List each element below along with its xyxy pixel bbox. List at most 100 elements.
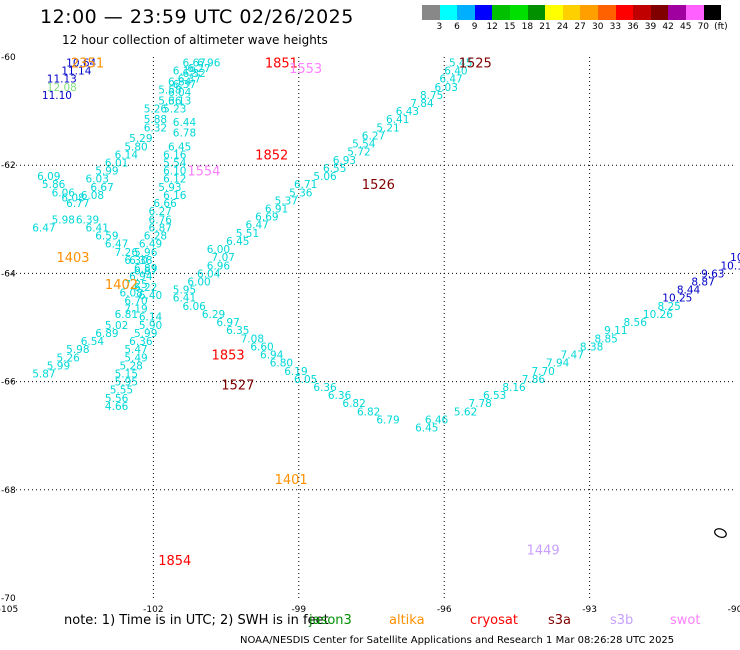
wave-height-value: 7.47: [561, 350, 584, 362]
wave-height-value: 6.27: [149, 206, 172, 218]
wave-height-value: 6.82: [342, 398, 365, 410]
color-scale-label: 12: [486, 22, 498, 32]
wave-height-value: 10.96: [730, 252, 740, 264]
color-swatch: [457, 5, 475, 20]
color-scale-label: 39: [644, 22, 657, 32]
satellite-legend-item: s3b: [610, 613, 634, 628]
wave-height-value: 6.47: [32, 222, 55, 234]
wave-height-value: 6.60: [250, 341, 273, 353]
wave-height-value: 6.19: [284, 366, 307, 378]
wave-height-value: 6.13: [168, 95, 191, 107]
color-swatch: [668, 5, 686, 20]
wave-height-value: 5.95: [173, 285, 196, 297]
color-swatch: [545, 5, 563, 20]
lat-tick-label: -62: [1, 161, 16, 171]
pass-time-label: 1527: [221, 378, 254, 393]
wave-height-value: 6.91: [265, 203, 288, 215]
wave-height-value: 5.86: [42, 179, 66, 191]
pass-time-label: 1554: [187, 165, 220, 180]
wave-height-value: 6.47: [439, 74, 462, 86]
wave-height-value: 8.87: [691, 277, 714, 289]
pass-time-label: 1449: [527, 543, 560, 558]
wave-height-value: 6.40: [139, 290, 162, 302]
color-scale-label: 30: [592, 22, 604, 32]
wave-height-value: 6.53: [483, 390, 506, 402]
wave-height-value: 6.89: [95, 328, 118, 340]
wave-height-value: 7.19: [124, 304, 147, 316]
color-swatch: [633, 5, 651, 20]
wave-height-value: 5.72: [347, 147, 370, 159]
satellite-legend-item: s3a: [548, 613, 572, 628]
wave-height-value: 6.36: [129, 336, 153, 348]
pass-time-label: 1402: [105, 278, 138, 293]
wave-height-value: 7.70: [531, 366, 554, 378]
wave-height-value: 6.36: [313, 382, 337, 394]
wave-height-value: 8.44: [677, 285, 701, 297]
wave-height-value: 6.66: [153, 198, 177, 210]
wave-height-value: 6.03: [86, 174, 109, 186]
wave-height-value: 5.36: [289, 187, 313, 199]
color-swatch: [703, 5, 722, 20]
wave-height-value: 7.78: [468, 398, 491, 410]
color-swatch: [509, 5, 528, 20]
wave-height-value: 5.93: [158, 182, 181, 194]
wave-height-value: 6.00: [207, 244, 230, 256]
wave-height-value: 10.64: [66, 57, 96, 69]
wave-height-value: 6.54: [81, 336, 105, 348]
wave-height-value: 8.56: [624, 317, 648, 329]
color-swatch: [492, 5, 510, 20]
color-swatch: [650, 5, 669, 20]
lon-tick-label: -93: [582, 605, 597, 615]
wave-height-value: 5.37: [275, 195, 298, 207]
wave-height-value: 6.28: [144, 231, 167, 243]
wave-height-value: 6.76: [149, 214, 173, 226]
wave-height-value: 6.87: [134, 266, 157, 278]
island-outline: [714, 528, 727, 538]
lat-tick-label: -68: [1, 486, 16, 496]
wave-height-value: 6.30: [124, 255, 147, 267]
wave-height-value: 6.14: [115, 149, 139, 161]
pass-time-label: 1401: [275, 473, 308, 488]
wave-height-value: 8.38: [580, 341, 603, 353]
pass-time-label: 1853: [212, 349, 245, 364]
footnote: note: 1) Time is in UTC; 2) SWH is in fe…: [64, 613, 329, 628]
wave-height-value: 6.37: [178, 74, 201, 86]
wave-height-value: 6.44: [173, 117, 197, 129]
wave-height-value: 5.02: [105, 320, 128, 332]
wave-height-value: 6.96: [207, 260, 231, 272]
wave-height-value: 5.55: [110, 385, 133, 397]
wave-height-value: 6.80: [270, 358, 293, 370]
wave-height-value: 6.46: [425, 414, 449, 426]
wave-height-value: 6.27: [362, 130, 385, 142]
satellite-legend-item: cryosat: [470, 613, 518, 628]
credit-line: NOAA/NESDIS Center for Satellite Applica…: [240, 635, 675, 646]
wave-height-value: 5.49: [124, 352, 147, 364]
wave-height-value: 6.69: [255, 212, 278, 224]
wave-height-value: 6.71: [294, 179, 317, 191]
color-scale-labels: 3 6 9 12 15 18 21 24 27 30 33 36 39 42 45 70 (ft): [413, 22, 730, 32]
color-swatch: [580, 5, 598, 20]
lon-tick-label: -99: [291, 605, 306, 615]
wave-height-value: 6.47: [245, 220, 268, 232]
wave-height-value: 7.07: [212, 252, 235, 264]
wave-height-value: 6.32: [182, 68, 205, 80]
color-swatch: [615, 5, 634, 20]
wave-height-value: 5.62: [454, 406, 477, 418]
wave-height-value: 9.63: [701, 268, 724, 280]
wave-height-value: 6.19: [173, 66, 196, 78]
wave-height-value: 10.25: [662, 293, 692, 305]
wave-height-value: 6.09: [37, 171, 60, 183]
wave-height-value: 5.96: [134, 247, 158, 259]
wave-height-value: 5.54: [163, 157, 187, 169]
wave-height-value: 6.70: [124, 295, 147, 307]
pass-time-label: 1526: [362, 178, 395, 193]
map-title: 12:00 — 23:59 UTC 02/26/2025: [40, 6, 354, 28]
color-swatch: [527, 5, 546, 20]
wave-height-value: 7.84: [410, 98, 434, 110]
wave-height-value: 6.39: [76, 214, 99, 226]
wave-height-value: 6.27: [187, 63, 210, 75]
color-scale-label: 24: [556, 22, 569, 32]
wave-height-value: 5.15: [115, 368, 138, 380]
satellite-legend-item: jason3: [309, 613, 352, 628]
